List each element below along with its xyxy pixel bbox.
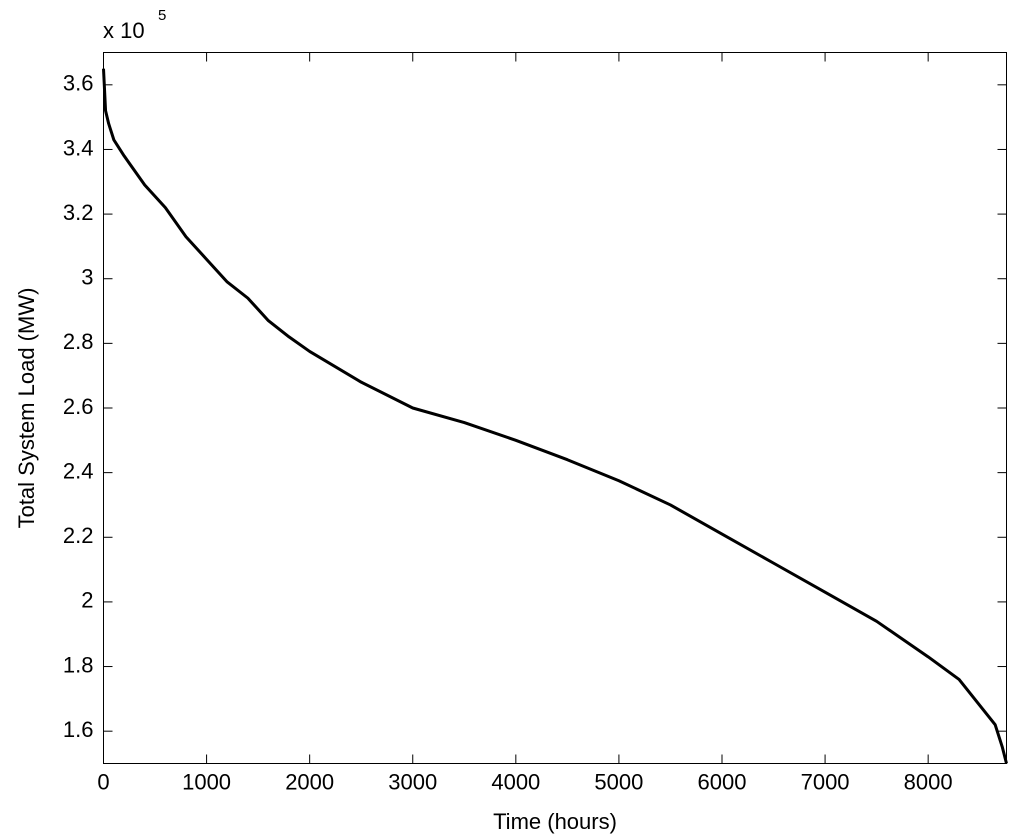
x-tick-label: 5000 [594, 769, 643, 794]
x-axis-label: Time (hours) [493, 809, 617, 834]
y-tick-label: 2.2 [63, 523, 94, 548]
x-tick-label: 7000 [801, 769, 850, 794]
data-line [102, 68, 1008, 764]
y-tick-label: 2 [81, 588, 93, 613]
x-tick-label: 2000 [285, 769, 334, 794]
y-tick-label: 3.2 [63, 200, 94, 225]
y-tick-label: 2.8 [63, 329, 94, 354]
x-tick-label: 3000 [388, 769, 437, 794]
y-tick-label: 3.4 [63, 135, 94, 160]
y-tick-label: 3 [81, 265, 93, 290]
x-tick-label: 1000 [182, 769, 231, 794]
x-tick-label: 8000 [904, 769, 953, 794]
y-multiplier-exponent: 5 [158, 7, 166, 24]
y-tick-label: 2.4 [63, 458, 94, 483]
x-tick-label: 0 [97, 769, 109, 794]
x-tick-label: 6000 [698, 769, 747, 794]
y-tick-label: 1.8 [63, 652, 94, 677]
y-tick-label: 2.6 [63, 394, 94, 419]
y-tick-label: 1.6 [63, 717, 94, 742]
y-tick-label: 3.6 [63, 71, 94, 96]
y-multiplier: x 10 [103, 18, 145, 43]
y-axis-label: Total System Load (MW) [14, 288, 39, 529]
x-tick-label: 4000 [491, 769, 540, 794]
